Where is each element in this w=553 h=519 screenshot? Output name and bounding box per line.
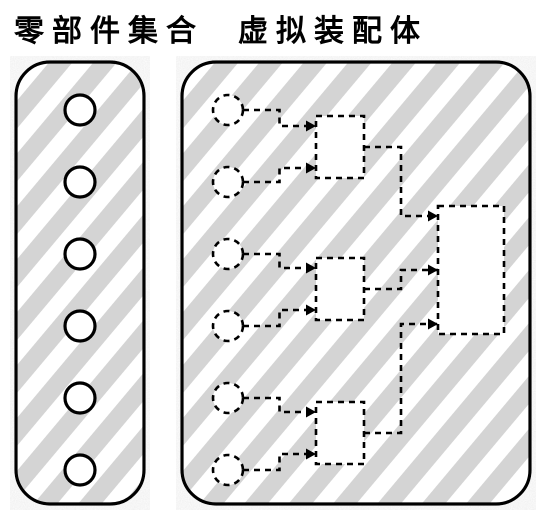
assembly-node — [213, 95, 243, 125]
assembly-node — [213, 383, 243, 413]
assembly-box — [438, 206, 504, 334]
diagram-root: 零部件集合 虚拟装配体 — [0, 0, 553, 519]
assembly-node — [213, 239, 243, 269]
right-title: 虚拟装配体 — [238, 6, 428, 50]
left-title: 零部件集合 — [14, 6, 204, 50]
assembly-box — [316, 402, 364, 464]
left-panel — [10, 56, 150, 510]
part-circle — [65, 311, 95, 341]
part-circle — [65, 383, 95, 413]
part-circle — [65, 455, 95, 485]
assembly-node — [213, 311, 243, 341]
part-circle — [65, 95, 95, 125]
right-panel — [176, 56, 536, 510]
part-circle — [65, 167, 95, 197]
part-circle — [65, 239, 95, 269]
assembly-node — [213, 455, 243, 485]
assembly-node — [213, 167, 243, 197]
assembly-box — [316, 258, 364, 320]
assembly-box — [316, 116, 364, 178]
